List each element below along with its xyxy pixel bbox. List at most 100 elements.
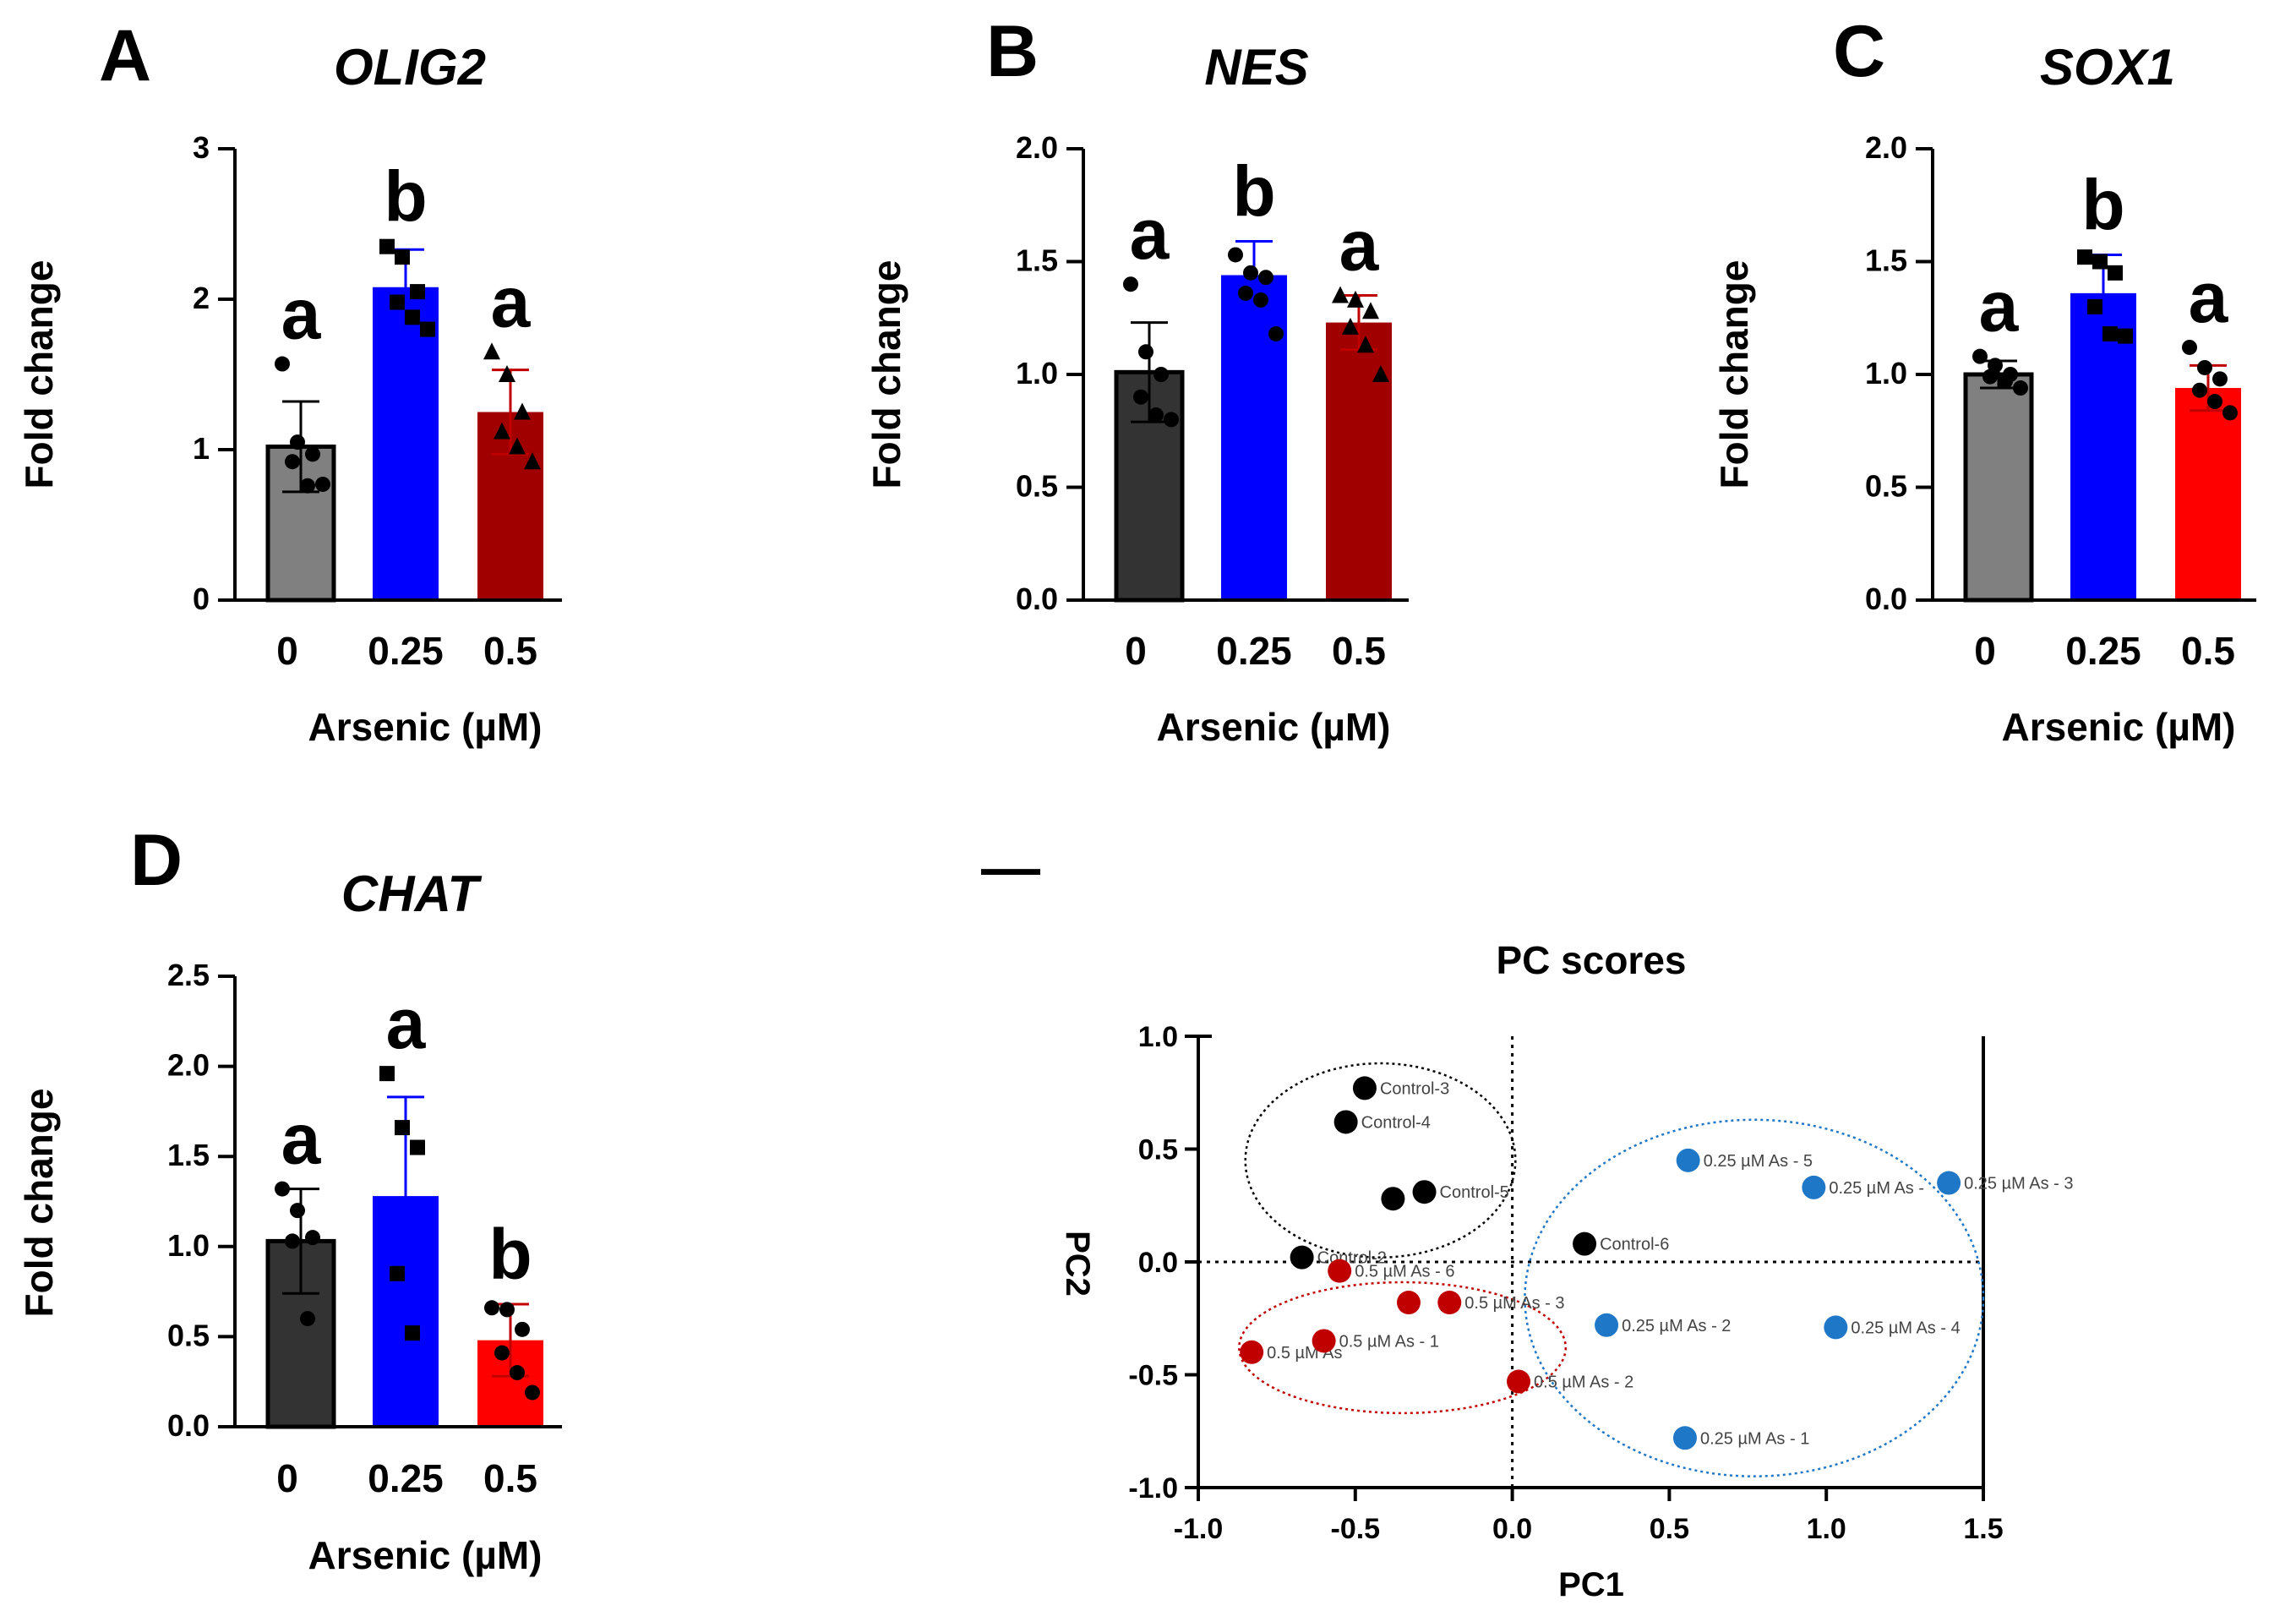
score-point xyxy=(1333,1110,1358,1134)
y-tick-label: 2.0 xyxy=(1016,130,1058,165)
y-tick-label: 0.5 xyxy=(1016,469,1058,504)
data-point xyxy=(2013,380,2028,396)
score-point xyxy=(1802,1175,1826,1199)
score-point-label: 0.5 µM As - 6 xyxy=(1355,1263,1454,1281)
bar xyxy=(373,287,439,600)
score-point xyxy=(1573,1231,1597,1256)
data-point xyxy=(2077,249,2092,265)
y-tick-label: 2.0 xyxy=(1865,130,1907,165)
data-point xyxy=(484,1300,499,1316)
data-point xyxy=(300,478,315,494)
y-tick-label: 0.0 xyxy=(1138,1247,1178,1279)
data-point xyxy=(1332,286,1349,303)
panel-pca: — PC scores -1.0 -0.5 0.0 0.5 1.0 1.5 -1.0 -0.5 0.… xyxy=(981,834,2073,1603)
data-point xyxy=(1998,374,2013,390)
chart-title: OLIG2 xyxy=(334,39,486,96)
x-tick-label: -1.0 xyxy=(1174,1513,1224,1545)
score-point xyxy=(1240,1340,1264,1364)
y-tick-label: 0.0 xyxy=(1865,582,1907,616)
score-point xyxy=(1328,1259,1352,1283)
data-point xyxy=(1153,367,1169,382)
group-ellipse xyxy=(1524,1118,1985,1477)
significance-letter: b xyxy=(1232,151,1275,231)
score-point xyxy=(1676,1148,1700,1172)
data-point xyxy=(509,437,526,455)
data-point xyxy=(285,454,300,470)
y-tick-label: 1.0 xyxy=(1865,356,1907,390)
data-point xyxy=(405,1325,420,1341)
data-point xyxy=(515,1321,530,1337)
data-point xyxy=(1342,317,1359,335)
y-tick-label: 1.0 xyxy=(1016,356,1058,390)
x-tick-label: 0.5 xyxy=(1332,629,1386,673)
y-tick-label: 1.0 xyxy=(167,1228,210,1263)
data-point xyxy=(1148,407,1164,423)
x-axis-label: Arsenic (µM) xyxy=(2002,705,2236,749)
data-point xyxy=(2192,382,2207,398)
data-point xyxy=(305,1230,320,1246)
x-tick-label: 0 xyxy=(1974,629,1996,673)
score-point xyxy=(1595,1313,1619,1337)
chart-title: CHAT xyxy=(341,866,483,922)
x-tick-label: 0.5 xyxy=(483,629,537,673)
data-point xyxy=(1357,336,1374,353)
data-point xyxy=(395,1120,410,1136)
panel-c: C SOX1 Fold change a 0 b 0.25 a 0.5 0.0 0.5 1.0 1.5 2… xyxy=(1712,11,2256,749)
data-point xyxy=(1362,302,1379,319)
data-point xyxy=(494,422,510,440)
score-point-label: 0.25 µM As - 4 xyxy=(1851,1319,1960,1337)
y-axis-label: Fold change xyxy=(1712,260,1756,489)
score-point-label: Control-6 xyxy=(1600,1236,1669,1254)
data-point xyxy=(300,1311,315,1327)
data-point xyxy=(2222,405,2238,421)
data-point xyxy=(1228,247,1243,263)
data-point xyxy=(2118,328,2133,344)
y-tick-label: 0.5 xyxy=(1138,1134,1178,1166)
data-point xyxy=(285,1233,300,1249)
score-point xyxy=(1672,1426,1697,1450)
score-point-label: 0.25 µM As - 3 xyxy=(1964,1175,2073,1193)
y-tick-label: 1 xyxy=(193,431,210,466)
data-point xyxy=(395,249,410,265)
significance-letter: a xyxy=(1130,194,1170,274)
score-point xyxy=(1937,1171,1961,1195)
significance-letter: a xyxy=(281,275,322,354)
score-point-label: 0.5 µM As - 3 xyxy=(1464,1294,1564,1313)
y-tick-label: 0 xyxy=(193,582,210,616)
y-tick-label: 1.5 xyxy=(1865,243,1907,278)
y-axis-label: Fold change xyxy=(17,1089,61,1318)
data-point xyxy=(2207,394,2222,410)
y-tick-label: 0.5 xyxy=(1865,469,1907,504)
data-point xyxy=(275,356,290,372)
score-point xyxy=(1352,1076,1377,1100)
data-point xyxy=(1982,369,1998,385)
y-tick-label: -1.0 xyxy=(1128,1472,1178,1505)
significance-letter: a xyxy=(2189,258,2229,337)
data-point xyxy=(1138,344,1153,360)
data-point xyxy=(2108,265,2123,281)
score-point-label: 0.25 µM As - 1 xyxy=(1700,1429,1809,1448)
data-point xyxy=(379,238,395,254)
data-point xyxy=(1268,325,1284,341)
data-point xyxy=(2197,359,2212,375)
y-tick-label: 2.0 xyxy=(167,1048,210,1083)
y-tick-label: 0.0 xyxy=(1016,582,1058,616)
data-point xyxy=(275,1181,290,1197)
x-tick-label: 0.0 xyxy=(1492,1513,1532,1545)
significance-letter: a xyxy=(1339,206,1380,286)
data-point xyxy=(290,434,305,451)
score-point xyxy=(1507,1369,1531,1394)
data-point xyxy=(1164,412,1179,428)
x-tick-label: 0.5 xyxy=(483,1456,537,1500)
score-point-label: Control-5 xyxy=(1440,1183,1509,1202)
score-point xyxy=(1412,1180,1437,1204)
data-point xyxy=(510,1365,525,1381)
chart-title: NES xyxy=(1204,39,1308,96)
x-axis-label: Arsenic (µM) xyxy=(308,705,543,749)
data-point xyxy=(2212,371,2228,387)
data-point xyxy=(1238,285,1253,301)
data-point xyxy=(420,321,435,337)
y-tick-label: 2 xyxy=(193,281,210,315)
data-point xyxy=(1347,290,1364,308)
